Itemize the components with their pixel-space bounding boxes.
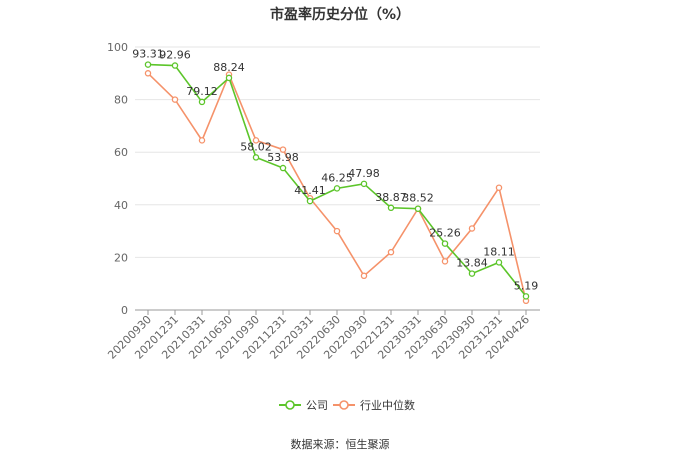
data-point bbox=[279, 164, 287, 172]
data-point bbox=[522, 293, 530, 300]
data-point bbox=[495, 259, 503, 266]
data-point bbox=[360, 180, 368, 188]
data-point bbox=[441, 258, 449, 265]
data-point bbox=[441, 240, 449, 247]
data-point bbox=[306, 197, 314, 205]
y-tick-label: 60 bbox=[114, 146, 128, 159]
data-point bbox=[387, 248, 395, 256]
y-tick-label: 0 bbox=[121, 304, 128, 317]
data-source-note: 数据来源：恒生聚源 bbox=[290, 438, 390, 451]
data-point bbox=[252, 154, 260, 161]
y-tick-label: 20 bbox=[114, 251, 128, 264]
data-label: 46.25 bbox=[321, 171, 353, 184]
data-point bbox=[333, 227, 341, 235]
data-point bbox=[171, 62, 179, 69]
data-point bbox=[252, 137, 260, 144]
data-label: 93.31 bbox=[132, 48, 164, 61]
data-point bbox=[333, 185, 341, 192]
y-tick-label: 80 bbox=[114, 94, 128, 107]
y-tick-label: 100 bbox=[107, 41, 128, 54]
data-point bbox=[279, 146, 287, 153]
data-point bbox=[144, 70, 152, 77]
legend-swatch-marker bbox=[339, 400, 349, 410]
data-point bbox=[360, 272, 368, 280]
chart-title: 市盈率历史分位（%） bbox=[269, 7, 411, 23]
data-point bbox=[387, 204, 395, 212]
data-label: 79.12 bbox=[186, 85, 218, 98]
data-point bbox=[468, 270, 476, 277]
data-point bbox=[198, 137, 206, 144]
data-point bbox=[144, 61, 152, 68]
data-point bbox=[468, 225, 476, 232]
data-label: 5.19 bbox=[514, 279, 539, 292]
data-label: 13.84 bbox=[456, 257, 488, 270]
legend-swatch-marker bbox=[285, 400, 295, 410]
legend-label: 公司 bbox=[306, 399, 328, 412]
data-label: 53.98 bbox=[267, 151, 299, 164]
data-label: 18.11 bbox=[483, 245, 515, 258]
data-label: 88.24 bbox=[213, 61, 245, 74]
data-label: 58.02 bbox=[240, 140, 272, 153]
data-point bbox=[225, 74, 233, 82]
data-point bbox=[171, 96, 179, 103]
y-tick-label: 40 bbox=[114, 199, 128, 212]
legend-label: 行业中位数 bbox=[360, 398, 415, 412]
data-point bbox=[414, 205, 422, 212]
data-label: 41.41 bbox=[294, 184, 326, 197]
data-label: 47.98 bbox=[348, 167, 380, 180]
data-label: 38.87 bbox=[375, 191, 407, 204]
data-label: 38.52 bbox=[402, 192, 434, 205]
data-point bbox=[495, 184, 503, 191]
data-point bbox=[198, 98, 206, 106]
data-label: 92.96 bbox=[159, 49, 191, 62]
data-label: 25.26 bbox=[429, 227, 461, 240]
